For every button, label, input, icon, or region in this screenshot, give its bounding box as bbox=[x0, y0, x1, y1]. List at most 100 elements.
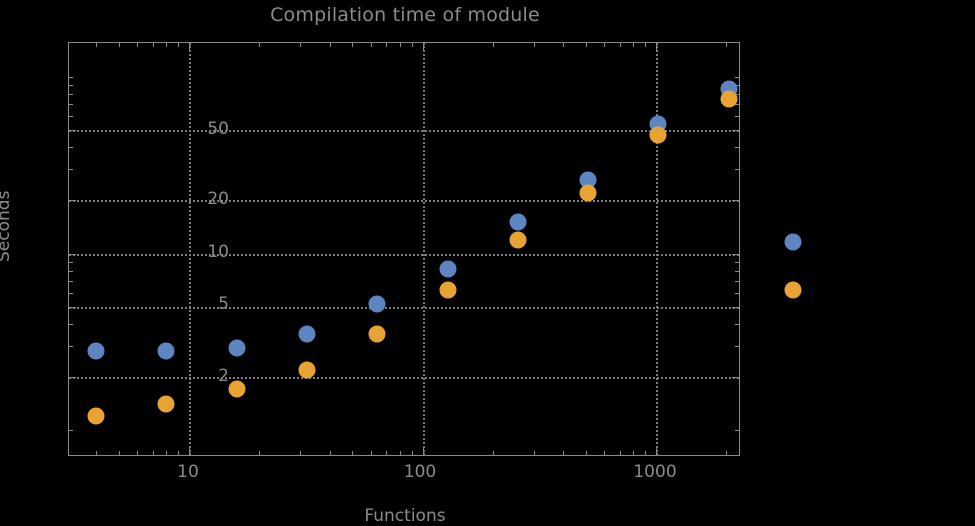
x-axis-tick bbox=[118, 451, 120, 455]
y-axis-tick bbox=[735, 280, 739, 282]
y-axis-tick bbox=[735, 104, 739, 106]
x-tick-label-1000: 1000 bbox=[633, 462, 677, 482]
data-point-orange bbox=[228, 380, 246, 398]
y-axis-tick bbox=[732, 130, 739, 131]
data-point-orange bbox=[439, 281, 457, 299]
x-axis-tick bbox=[386, 43, 388, 47]
y-axis-tick bbox=[735, 323, 739, 325]
x-axis-tick bbox=[563, 451, 565, 455]
y-axis-tick bbox=[69, 130, 76, 131]
x-axis-tick bbox=[422, 43, 424, 50]
x-axis-tick bbox=[533, 451, 535, 455]
x-axis-tick bbox=[619, 43, 621, 47]
chart-title: Compilation time of module bbox=[270, 4, 540, 26]
y-axis-tick bbox=[735, 270, 739, 272]
x-axis-tick bbox=[137, 451, 139, 455]
x-axis-tick bbox=[96, 43, 98, 47]
y-tick-label-10: 10 bbox=[207, 242, 229, 262]
data-point-blue bbox=[439, 260, 457, 278]
gridline-vertical bbox=[189, 43, 191, 455]
x-axis-tick bbox=[656, 43, 657, 50]
x-axis-tick bbox=[118, 43, 120, 47]
x-axis-tick bbox=[533, 43, 535, 47]
data-point-blue bbox=[509, 213, 527, 231]
y-axis-tick bbox=[735, 147, 739, 149]
data-point-orange bbox=[720, 90, 738, 108]
data-point-blue bbox=[298, 325, 316, 343]
x-axis-tick bbox=[352, 43, 354, 47]
x-axis-tick bbox=[726, 451, 728, 455]
gridline-vertical bbox=[656, 43, 658, 455]
data-point-blue bbox=[784, 233, 802, 251]
y-axis-tick bbox=[732, 377, 739, 378]
y-axis-tick bbox=[732, 306, 739, 308]
y-axis-tick bbox=[735, 84, 739, 86]
y-axis-tick bbox=[69, 323, 73, 325]
y-axis-tick bbox=[732, 200, 739, 202]
x-axis-tick bbox=[585, 43, 587, 47]
gridline-horizontal bbox=[69, 306, 739, 309]
data-point-blue bbox=[157, 342, 175, 360]
x-axis-tick bbox=[422, 448, 424, 455]
data-point-orange bbox=[87, 407, 105, 425]
plot-area bbox=[68, 42, 740, 456]
y-axis-tick bbox=[69, 116, 73, 117]
y-tick-label-50: 50 bbox=[207, 119, 229, 139]
x-axis-tick bbox=[370, 43, 372, 47]
gridline-horizontal bbox=[69, 253, 739, 256]
x-axis-tick bbox=[619, 451, 621, 455]
y-axis-tick bbox=[69, 306, 76, 308]
y-axis-tick bbox=[735, 261, 739, 263]
x-axis-tick bbox=[645, 451, 647, 455]
x-axis-tick bbox=[189, 43, 190, 50]
x-axis-tick bbox=[329, 43, 331, 47]
x-axis-tick bbox=[386, 451, 388, 455]
data-point-blue bbox=[228, 339, 246, 357]
y-tick-label-20: 20 bbox=[207, 189, 229, 209]
x-axis-tick bbox=[166, 43, 168, 47]
y-axis-tick bbox=[735, 169, 739, 171]
x-axis-tick bbox=[152, 43, 154, 47]
x-axis-tick bbox=[152, 451, 154, 455]
gridline-horizontal bbox=[69, 130, 739, 132]
data-point-blue bbox=[368, 295, 386, 313]
x-axis-tick bbox=[189, 448, 190, 455]
x-axis-tick bbox=[178, 451, 180, 455]
data-point-orange bbox=[298, 361, 316, 379]
y-axis-tick bbox=[69, 292, 73, 294]
y-axis-tick bbox=[69, 147, 73, 149]
x-axis-tick bbox=[166, 451, 168, 455]
y-axis-tick bbox=[735, 292, 739, 294]
data-point-orange bbox=[368, 325, 386, 343]
x-axis-tick bbox=[645, 43, 647, 47]
x-axis-tick bbox=[656, 448, 657, 455]
gridline-horizontal bbox=[69, 377, 739, 379]
y-tick-label-2: 2 bbox=[218, 366, 229, 386]
x-axis-tick bbox=[399, 451, 401, 455]
y-axis-tick bbox=[732, 253, 739, 255]
y-axis-tick bbox=[69, 345, 73, 347]
y-axis-tick bbox=[69, 253, 76, 255]
y-axis-tick bbox=[69, 76, 73, 78]
x-axis-tick bbox=[370, 451, 372, 455]
x-axis-tick bbox=[300, 43, 302, 47]
y-axis-tick bbox=[69, 377, 76, 378]
y-axis-title: Seconds bbox=[0, 190, 14, 262]
y-axis-tick bbox=[69, 93, 73, 95]
y-axis-tick bbox=[735, 116, 739, 117]
x-axis-tick bbox=[726, 43, 728, 47]
x-axis-tick bbox=[259, 451, 261, 455]
gridline-horizontal bbox=[69, 200, 739, 203]
x-axis-tick bbox=[137, 43, 139, 47]
data-point-orange bbox=[157, 395, 175, 413]
x-axis-tick bbox=[178, 43, 180, 47]
data-point-blue bbox=[579, 171, 597, 189]
x-axis-tick bbox=[399, 43, 401, 47]
gridline-vertical bbox=[422, 43, 425, 455]
y-axis-tick bbox=[69, 84, 73, 86]
y-axis-tick bbox=[69, 169, 73, 171]
x-axis-tick bbox=[259, 43, 261, 47]
y-axis-tick bbox=[69, 261, 73, 263]
x-axis-tick bbox=[604, 43, 606, 47]
y-axis-tick bbox=[69, 270, 73, 272]
